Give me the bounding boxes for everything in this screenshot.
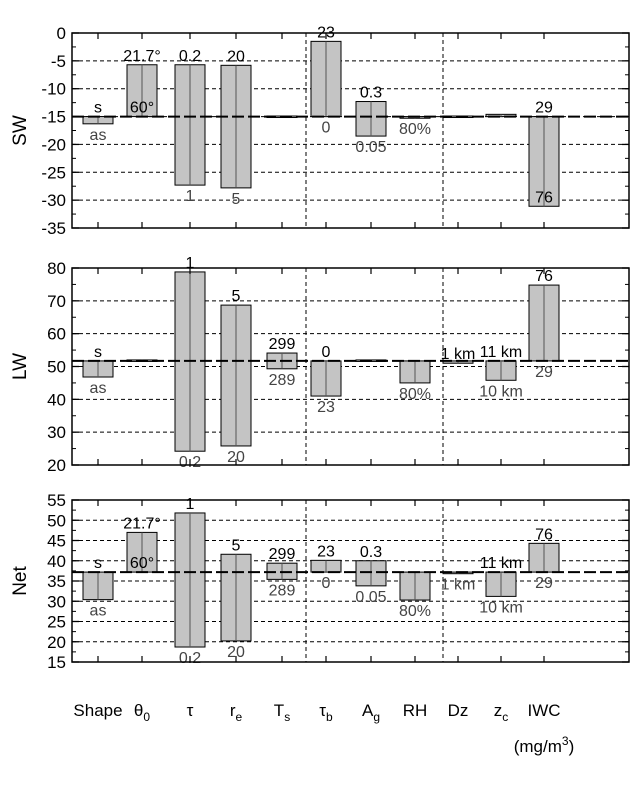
- y-tick-label: 20: [47, 633, 66, 652]
- category-labels: Shape θ0 τ re Ts τb Ag RH Dz zc IWC (mg/m3): [73, 701, 574, 756]
- bar-lower-label: 0.05: [355, 139, 386, 156]
- category-label: IWC: [527, 701, 560, 720]
- y-tick-label: 30: [47, 592, 66, 611]
- bar-upper-label: 299: [269, 336, 296, 353]
- bar-upper-label: 23: [317, 543, 335, 560]
- bar-upper-label: 0.3: [360, 85, 382, 102]
- category-label: RH: [403, 701, 428, 720]
- bar-lower-label: as: [90, 380, 107, 397]
- bar-upper-label: 29: [535, 100, 553, 117]
- y-tick-label: -30: [41, 191, 66, 210]
- y-tick-label: 50: [47, 511, 66, 530]
- bar-upper-label: 5: [232, 288, 241, 305]
- category-label: zc: [494, 701, 509, 724]
- bar-upper-label: s: [94, 555, 102, 572]
- bar-lower-label: 289: [269, 582, 296, 599]
- bar-upper-label: 11 km: [480, 555, 522, 572]
- bar-lower-label: 5: [232, 191, 241, 208]
- category-label: Shape: [73, 701, 122, 720]
- bar-upper-label: 0: [322, 344, 331, 361]
- bar-upper-label: 0.3: [360, 544, 382, 561]
- bar-upper-label: 5: [232, 537, 241, 554]
- bar-lower-label: 80%: [399, 386, 431, 403]
- y-axis-label: SW: [10, 115, 31, 146]
- bar-lower-label: 10 km: [479, 383, 523, 400]
- bar-lower-label: 20: [227, 449, 245, 466]
- y-axis-label: Net: [10, 566, 31, 596]
- bar-lower-label: 1 km: [441, 577, 476, 594]
- bar-upper-label: 299: [269, 546, 296, 563]
- bar-lower-label: 29: [535, 575, 553, 592]
- bar-lower-label: 60°: [130, 555, 154, 572]
- bar-upper-label: s: [94, 344, 102, 361]
- category-label: Ag: [362, 701, 380, 724]
- y-tick-label: 50: [47, 358, 66, 377]
- bar-lower-label: 80%: [399, 121, 431, 138]
- iwc-unit-label: (mg/m3): [514, 734, 575, 756]
- bar-lower-label: 60°: [130, 100, 154, 117]
- bar-lower-label: as: [90, 127, 107, 144]
- y-tick-label: 40: [47, 390, 66, 409]
- bar-upper-label: 76: [535, 526, 553, 543]
- y-tick-label: 15: [47, 653, 66, 672]
- y-tick-label: 35: [47, 572, 66, 591]
- bar-lower-label: 76: [535, 189, 553, 206]
- bar-upper-label: 76: [535, 268, 553, 285]
- y-tick-label: -10: [41, 80, 66, 99]
- y-tick-label: -25: [41, 163, 66, 182]
- bar-lower-label: 0.05: [355, 589, 386, 606]
- bar-lower-label: 1: [186, 188, 195, 205]
- category-label: θ0: [134, 701, 150, 724]
- y-tick-label: -15: [41, 108, 66, 127]
- bar-lower-label: 0: [322, 575, 331, 592]
- y-tick-label: 20: [47, 456, 66, 475]
- y-tick-label: 0: [57, 24, 66, 43]
- y-tick-label: 80: [47, 259, 66, 278]
- bar-lower-label: 10 km: [479, 599, 523, 616]
- bar-upper-label: 11 km: [480, 344, 522, 361]
- bar-upper-label: 21.7°: [123, 515, 161, 532]
- bar-lower-label: 1 km: [441, 346, 476, 363]
- y-axis-label: LW: [10, 353, 31, 380]
- bar-upper-label: 0.2: [179, 48, 201, 65]
- bar-lower-label: 289: [269, 372, 296, 389]
- bar-lower-label: 0: [322, 120, 331, 137]
- bar-lower-label: 29: [535, 364, 553, 381]
- y-tick-label: -5: [51, 52, 66, 71]
- category-label: Ts: [274, 701, 290, 724]
- y-tick-label: 60: [47, 325, 66, 344]
- y-tick-label: 70: [47, 292, 66, 311]
- bar-upper-label: 20: [227, 48, 245, 65]
- y-tick-label: -20: [41, 135, 66, 154]
- y-tick-label: 40: [47, 552, 66, 571]
- y-tick-label: 30: [47, 423, 66, 442]
- panel-sw: sas21.7°60°0.212052300.30.0580%29760-5-1…: [10, 24, 630, 238]
- category-label: τ: [187, 701, 194, 720]
- y-tick-label: 45: [47, 532, 66, 551]
- bar-lower-label: as: [90, 603, 107, 620]
- bar-upper-label: 1: [186, 255, 195, 272]
- y-tick-label: 55: [47, 491, 66, 510]
- bar-lower-label: 23: [317, 399, 335, 416]
- category-label: Dz: [448, 701, 469, 720]
- y-tick-label: 25: [47, 613, 66, 632]
- category-label: re: [230, 701, 243, 724]
- bar-upper-label: s: [94, 100, 102, 117]
- category-label: τb: [319, 701, 333, 724]
- bar-upper-label: 21.7°: [123, 48, 161, 65]
- bar-lower-label: 20: [227, 644, 245, 661]
- y-tick-label: -35: [41, 219, 66, 238]
- bar-lower-label: 80%: [399, 603, 431, 620]
